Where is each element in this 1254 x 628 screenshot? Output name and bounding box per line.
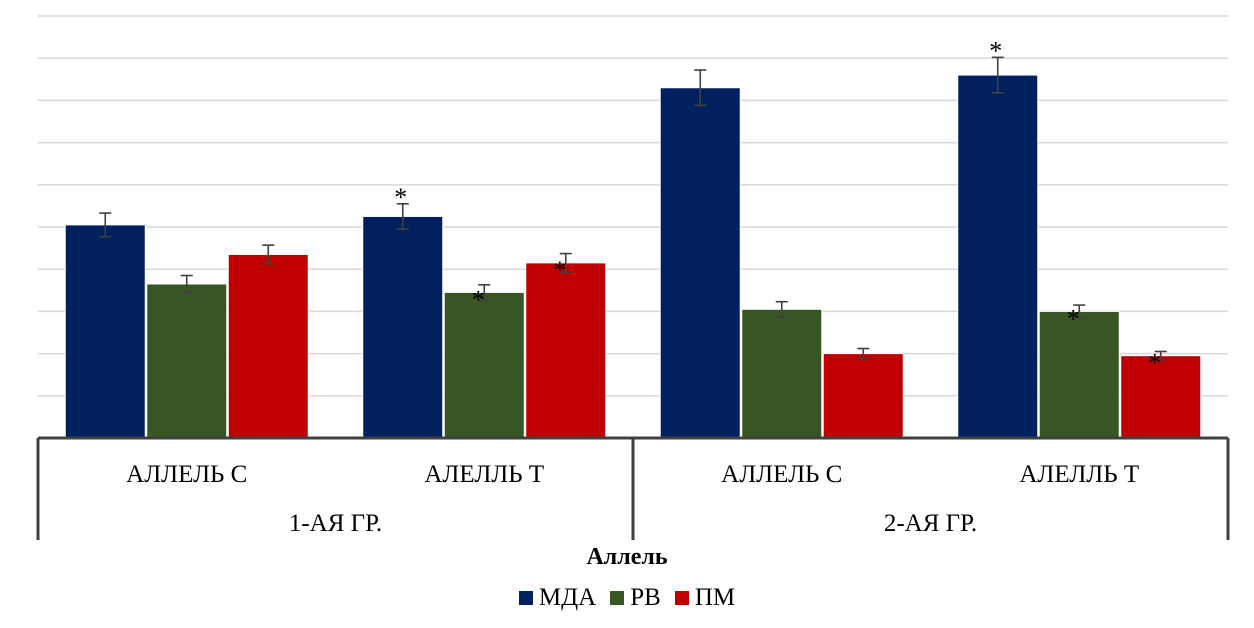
legend-swatch-rv bbox=[610, 591, 625, 605]
significance-star: * bbox=[1067, 304, 1080, 333]
significance-star: * bbox=[989, 36, 1002, 65]
legend-label-pm: ПМ bbox=[694, 584, 736, 611]
x-axis-title: Аллель bbox=[586, 544, 668, 570]
category-label: АЛЕЛЛЬ Т bbox=[424, 461, 544, 488]
x-axis bbox=[36, 436, 1230, 540]
legend-label-mda: МДА bbox=[538, 584, 597, 611]
significance-star: * bbox=[472, 285, 485, 314]
legend-item-pm: ПМ bbox=[674, 584, 736, 612]
category-label: АЛЛЕЛЬ С bbox=[721, 461, 842, 488]
bar-МДА-3 bbox=[957, 74, 1039, 439]
category-label: АЛЛЕЛЬ С bbox=[126, 461, 247, 488]
bar-ПМ-0 bbox=[227, 253, 309, 439]
legend-item-mda: МДА bbox=[518, 584, 597, 612]
legend-swatch-pm bbox=[674, 591, 689, 605]
significance-star: * bbox=[1148, 349, 1161, 378]
group-label: 2-АЯ ГР. bbox=[884, 510, 977, 537]
bar-МДА-1 bbox=[362, 215, 444, 439]
legend-label-rv: РВ bbox=[630, 584, 661, 611]
group-label: 1-АЯ ГР. bbox=[289, 510, 382, 537]
bar-ПМ-1 bbox=[525, 262, 607, 439]
category-label: АЛЕЛЛЬ Т bbox=[1019, 461, 1139, 488]
legend-item-rv: РВ bbox=[610, 584, 661, 612]
significance-markers: * * * * * * bbox=[394, 36, 1161, 377]
bar-МДА-2 bbox=[659, 87, 741, 439]
legend-swatch-mda bbox=[518, 591, 533, 605]
category-labels: АЛЛЕЛЬ С АЛЕЛЛЬ Т АЛЛЕЛЬ С АЛЕЛЛЬ Т 1-АЯ ГР.… bbox=[126, 461, 1139, 537]
significance-star: * bbox=[553, 256, 566, 285]
bar-РВ-3 bbox=[1038, 310, 1120, 439]
bar-РВ-0 bbox=[146, 283, 228, 439]
legend: МДА РВ ПМ bbox=[0, 584, 1254, 612]
bar-РВ-2 bbox=[741, 308, 823, 439]
bars bbox=[64, 74, 1202, 439]
significance-star: * bbox=[394, 183, 407, 212]
bar-ПМ-2 bbox=[822, 353, 904, 439]
error-bars bbox=[99, 56, 1167, 361]
bar-МДА-0 bbox=[64, 224, 146, 439]
